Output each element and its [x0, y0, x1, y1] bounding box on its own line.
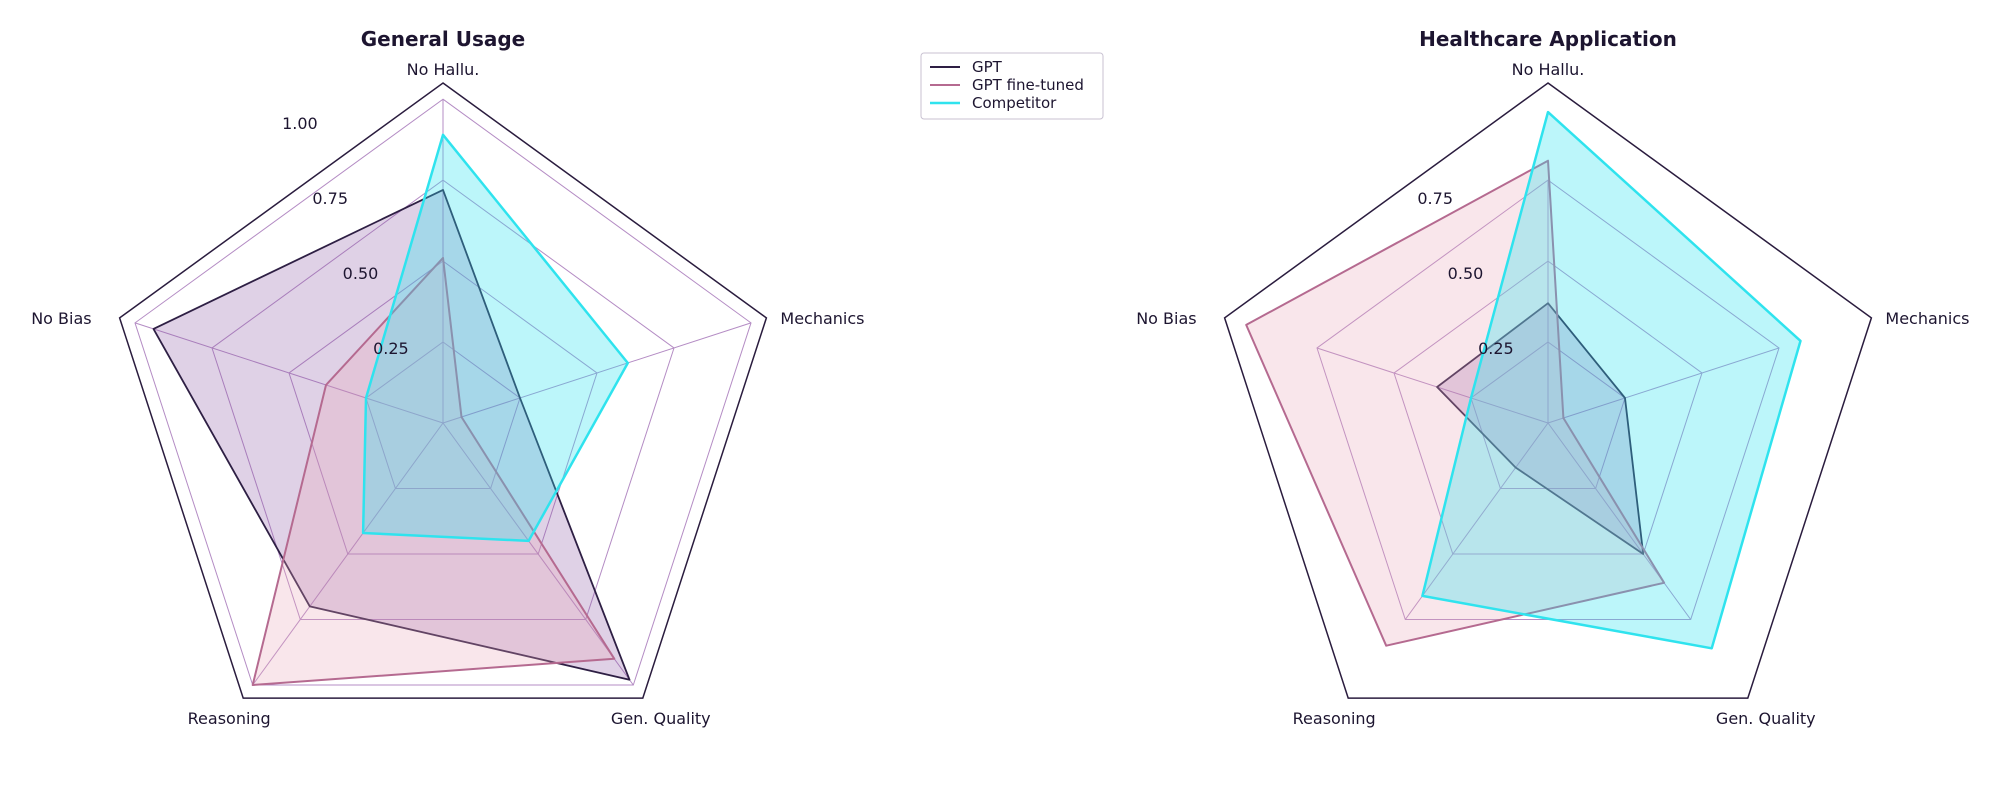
- grid-ring: [365, 341, 521, 489]
- legend-label-competitor: Competitor: [972, 94, 1057, 112]
- grid-spoke: [1547, 422, 1692, 620]
- axis-label-gen-quality: Gen. Quality: [611, 709, 711, 728]
- r-tick-label: 0.75: [1417, 189, 1453, 208]
- grid-ring: [1393, 260, 1703, 555]
- r-tick-label: 0.50: [343, 264, 379, 283]
- r-tick-label: 1.00: [282, 114, 318, 133]
- legend: GPT GPT fine-tuned Competitor: [920, 52, 1104, 120]
- r-tick-label: 0.50: [1448, 264, 1484, 283]
- series-competitor: [361, 133, 630, 543]
- grid-ring: [211, 179, 675, 620]
- r-tick-label: 0.25: [1478, 339, 1514, 358]
- legend-frame: [920, 52, 1104, 120]
- grid-spoke: [442, 422, 634, 686]
- axis-label-reasoning: Reasoning: [1293, 709, 1376, 728]
- series-gpt: [1436, 302, 1645, 555]
- grid-spoke: [1316, 347, 1549, 424]
- series-competitor: [1421, 110, 1802, 650]
- axis-label-no-bias: No Bias: [31, 309, 91, 328]
- axis-label-reasoning: Reasoning: [188, 709, 271, 728]
- axis-label-gen-quality: Gen. Quality: [1716, 709, 1816, 728]
- radar-chart-healthcare-application: 0.25 0.50 0.75 No Hallu. Mechanics Gen. Quali…: [1136, 27, 1969, 728]
- r-tick-label: 0.25: [373, 339, 409, 358]
- grid-ring: [134, 98, 752, 686]
- radar-chart-general-usage: 0.25 0.50 0.75 1.00 No Hallu. Mechanics Gen. Q…: [31, 27, 864, 728]
- series-gpt: [152, 188, 631, 681]
- legend-label-gpt: GPT: [972, 58, 1003, 76]
- axis-label-mechanics: Mechanics: [1885, 309, 1969, 328]
- grid-spoke: [442, 322, 752, 424]
- r-tick-label: 0.75: [312, 189, 348, 208]
- grid-spoke: [252, 422, 444, 686]
- grid-spoke: [1404, 422, 1549, 620]
- legend-label-gpt-fine-tuned: GPT fine-tuned: [972, 76, 1084, 94]
- series-gpt-fine-tuned: [251, 256, 616, 686]
- grid-spoke: [1547, 347, 1780, 424]
- axis-label-no-hallu: No Hallu.: [407, 60, 480, 79]
- chart-title: General Usage: [361, 27, 525, 51]
- radar-frame: [118, 82, 768, 699]
- chart-title: Healthcare Application: [1419, 27, 1677, 51]
- grid-ring: [288, 260, 598, 555]
- radar-frame: [1223, 82, 1873, 699]
- axis-label-mechanics: Mechanics: [780, 309, 864, 328]
- grid-spoke: [134, 322, 444, 424]
- axis-label-no-bias: No Bias: [1136, 309, 1196, 328]
- axis-label-no-hallu: No Hallu.: [1512, 60, 1585, 79]
